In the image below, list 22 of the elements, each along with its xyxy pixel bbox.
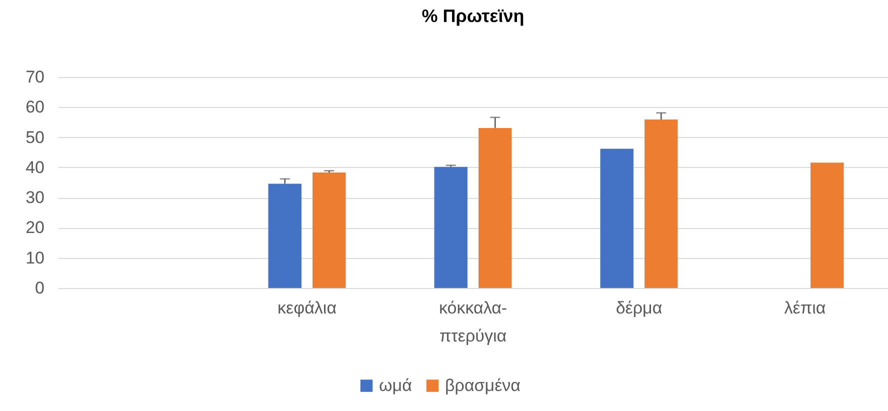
- x-tick-label: κόκκαλα-πτερύγια: [438, 298, 508, 346]
- y-tick-label: 40: [26, 158, 44, 177]
- legend-label: ωμά: [379, 376, 412, 395]
- x-tick-label: κεφάλια: [277, 298, 337, 318]
- bar: [810, 162, 844, 288]
- y-tick-label: 20: [26, 218, 44, 238]
- x-tick-label: δέρμα: [616, 298, 662, 318]
- x-tick-label: λέπια: [784, 298, 826, 318]
- bar: [600, 148, 634, 288]
- y-tick-label: 70: [26, 68, 44, 86]
- y-tick-label: 50: [26, 128, 44, 147]
- y-tick-label: 0: [35, 278, 44, 298]
- chart-title: % Πρωτεϊνη: [422, 6, 524, 26]
- bar: [478, 128, 512, 288]
- y-tick-label: 30: [26, 188, 44, 208]
- y-tick-label: 60: [26, 98, 44, 117]
- y-tick-label: 10: [26, 248, 44, 268]
- bar: [644, 120, 678, 288]
- bar: [268, 184, 302, 288]
- bar: [312, 172, 346, 288]
- bar: [434, 166, 468, 288]
- legend-label: βρασμένα: [445, 376, 521, 395]
